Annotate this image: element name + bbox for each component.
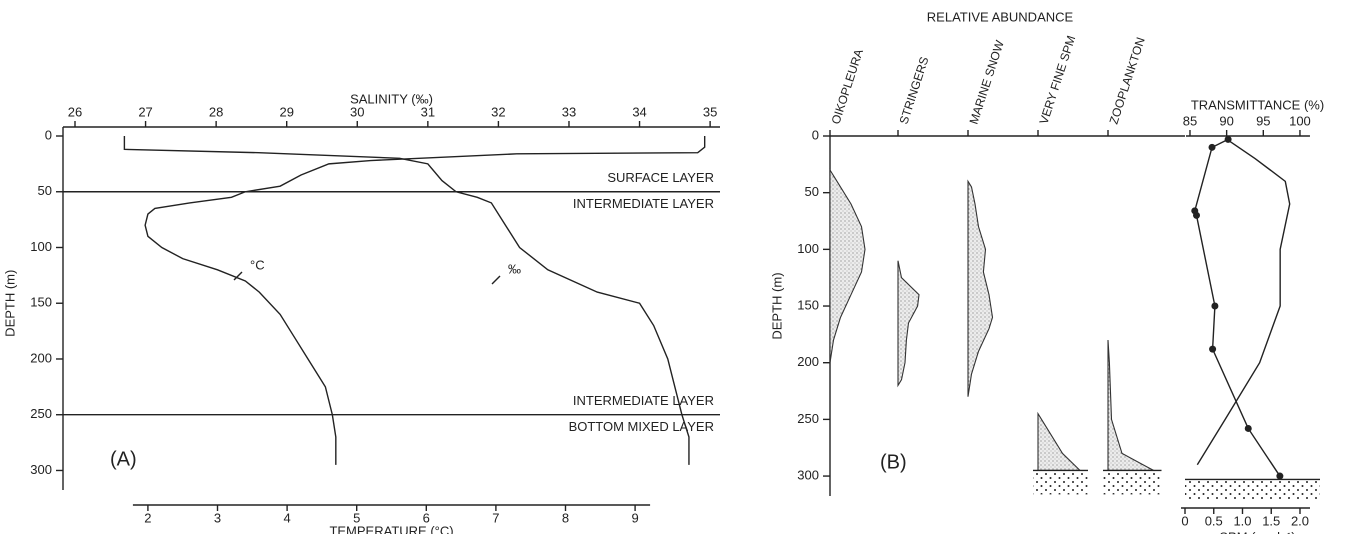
x-tick-label: 5 — [353, 510, 360, 525]
y-tick-label: 250 — [797, 411, 819, 426]
curve — [144, 136, 706, 465]
annotation: INTERMEDIATE LAYER — [573, 196, 714, 211]
data-point — [1211, 302, 1219, 310]
data-point — [1224, 135, 1232, 143]
x-tick-label: 7 — [492, 510, 499, 525]
column-label: STRINGERS — [897, 55, 932, 126]
x-tick-label: 95 — [1256, 113, 1270, 128]
leader-line — [233, 271, 243, 281]
x-tick-label: 1.5 — [1262, 513, 1280, 528]
y-tick-label: 50 — [805, 184, 819, 199]
y-tick-label: 150 — [30, 295, 52, 310]
y-tick-label: 100 — [797, 241, 819, 256]
x-tick-label: 100 — [1289, 113, 1311, 128]
x-tick-label: 2 — [144, 510, 151, 525]
x-tick-label: 85 — [1183, 113, 1197, 128]
y-tick-label: 300 — [797, 467, 819, 482]
curve-label: °C — [250, 257, 265, 272]
subtitle: RELATIVE ABUNDANCE — [927, 9, 1074, 24]
column-label: VERY FINE SPM — [1037, 34, 1079, 126]
x-axis-label: SPM (mg l⁻¹) — [1219, 529, 1295, 534]
x-axis-label: SALINITY (‰) — [350, 91, 433, 106]
x-tick-label: 31 — [421, 104, 435, 119]
x-tick-label: 0.5 — [1205, 513, 1223, 528]
panel-label: (B) — [880, 451, 907, 473]
x-tick-label: 90 — [1219, 113, 1233, 128]
x-tick-label: 6 — [423, 510, 430, 525]
column-label: OIKOPLEURA — [829, 47, 866, 126]
annotation: INTERMEDIATE LAYER — [573, 393, 714, 408]
curve — [1194, 138, 1281, 477]
leader-line — [491, 275, 501, 285]
x-tick-label: 32 — [491, 104, 505, 119]
y-tick-label: 50 — [38, 183, 52, 198]
data-point — [1208, 143, 1216, 151]
sediment — [1033, 472, 1088, 495]
sediment — [1103, 472, 1162, 495]
column-label: ZOOPLANKTON — [1107, 36, 1148, 126]
x-tick-label: 8 — [562, 510, 569, 525]
abundance-profile — [897, 260, 920, 388]
y-tick-label: 250 — [30, 406, 52, 421]
x-tick-label: 9 — [631, 510, 638, 525]
sediment — [1185, 479, 1320, 501]
x-tick-label: 28 — [209, 104, 223, 119]
x-axis-label: TRANSMITTANCE (%) — [1191, 97, 1324, 112]
x-tick-label: 30 — [350, 104, 364, 119]
x-tick-label: 1.0 — [1233, 513, 1251, 528]
x-tick-label: 29 — [279, 104, 293, 119]
y-tick-label: 0 — [812, 127, 819, 142]
y-axis-label: DEPTH (m) — [2, 270, 17, 337]
x-tick-label: 0 — [1181, 513, 1188, 528]
panel-label: (A) — [110, 448, 137, 470]
y-tick-label: 200 — [30, 350, 52, 365]
data-point — [1192, 211, 1200, 219]
x-axis-label: TEMPERATURE (°C) — [329, 523, 453, 534]
abundance-profile — [1107, 340, 1154, 471]
y-axis-label: DEPTH (m) — [769, 272, 784, 339]
x-tick-label: 33 — [562, 104, 576, 119]
curve — [123, 136, 690, 465]
y-tick-label: 300 — [30, 462, 52, 477]
y-tick-label: 150 — [797, 297, 819, 312]
y-tick-label: 0 — [45, 127, 52, 142]
x-tick-label: 4 — [283, 510, 290, 525]
annotation: SURFACE LAYER — [607, 170, 714, 185]
annotation: BOTTOM MIXED LAYER — [569, 419, 714, 434]
data-point — [1244, 424, 1252, 432]
x-tick-label: 34 — [632, 104, 646, 119]
abundance-profile — [829, 168, 866, 363]
x-tick-label: 2.0 — [1291, 513, 1309, 528]
curve-label: ‰ — [508, 261, 521, 276]
column-label: MARINE SNOW — [967, 38, 1008, 126]
x-tick-label: 27 — [138, 104, 152, 119]
y-tick-label: 100 — [30, 239, 52, 254]
abundance-profile — [967, 179, 994, 397]
data-point — [1209, 345, 1217, 353]
data-point — [1276, 472, 1284, 480]
curve — [1196, 141, 1291, 466]
x-tick-label: 3 — [214, 510, 221, 525]
x-tick-label: 35 — [703, 104, 717, 119]
x-tick-label: 26 — [68, 104, 82, 119]
y-tick-label: 200 — [797, 354, 819, 369]
abundance-profile — [1037, 411, 1082, 471]
